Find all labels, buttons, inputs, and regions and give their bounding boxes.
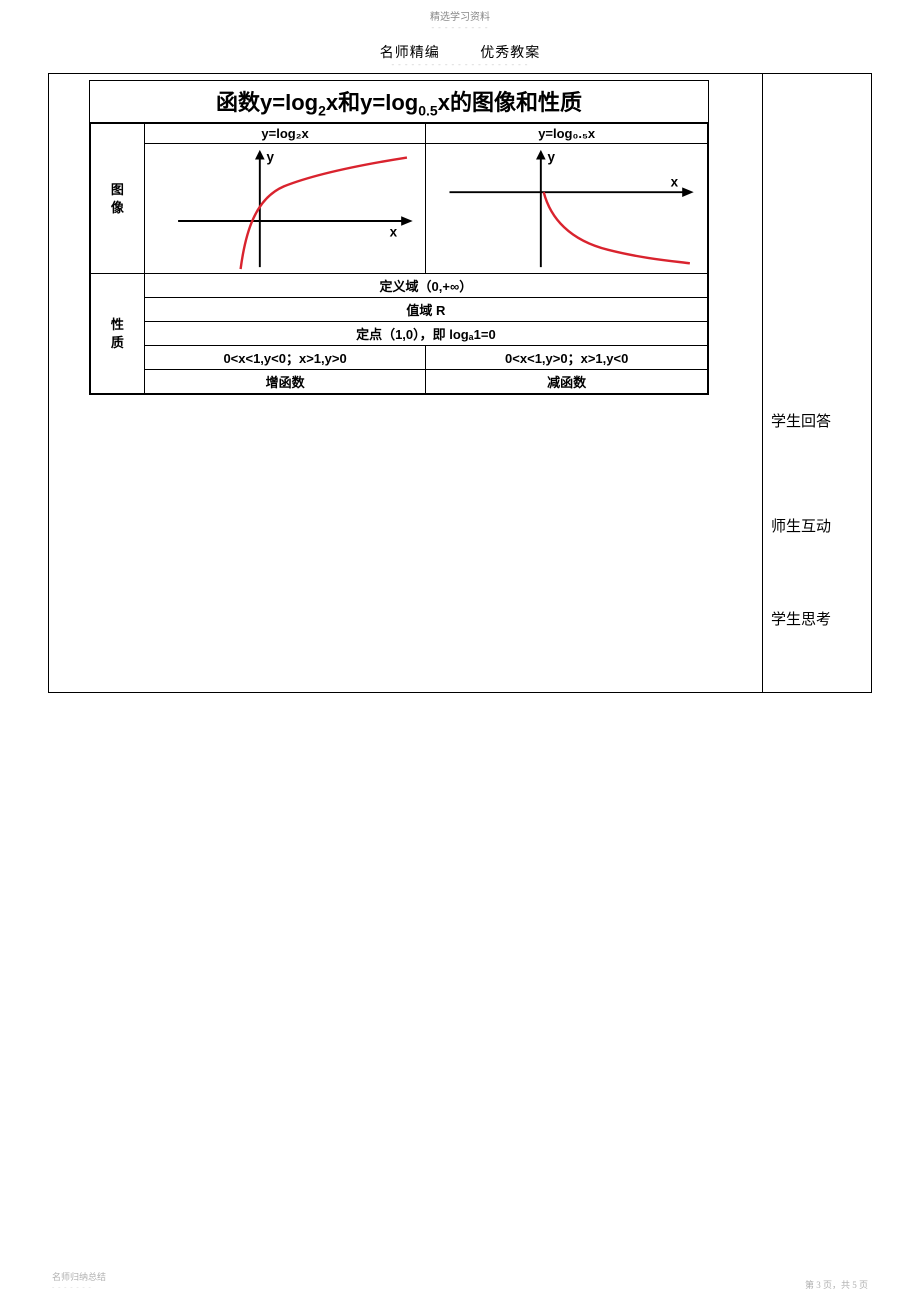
side-spacer-top bbox=[763, 74, 871, 404]
y-axis-label: y bbox=[548, 150, 556, 165]
subheader-right: 优秀教案 bbox=[480, 42, 540, 62]
footer-left-text: 名师归纳总结 bbox=[52, 1272, 106, 1282]
main-cell: 函数y=log2x和y=log0.5x的图像和性质 图 像 y=log₂x y=… bbox=[49, 74, 763, 692]
dash-decor: - - - - - - - - - bbox=[0, 23, 920, 32]
title-seg-1: 函数y=log bbox=[216, 90, 318, 115]
prop-range: 值域 R bbox=[144, 298, 707, 322]
x-axis-label: x bbox=[671, 175, 679, 190]
title-seg-3: x的图像和性质 bbox=[438, 90, 582, 115]
doc-watermark-top: 精选学习资料 bbox=[0, 0, 920, 23]
x-axis-label: x bbox=[389, 225, 397, 240]
graph-log2: y x bbox=[144, 144, 426, 274]
title-sub-1: 2 bbox=[318, 102, 326, 118]
footer-right: 第 3 页，共 5 页 bbox=[805, 1278, 868, 1291]
prop-fixed-point: 定点（1,0），即 logₐ1=0 bbox=[144, 322, 707, 346]
col2-header: y=log₀.₅x bbox=[426, 124, 708, 144]
row-label-graph: 图 像 bbox=[91, 124, 145, 274]
y-axis-arrow bbox=[255, 150, 265, 160]
x-axis-arrow bbox=[401, 217, 413, 227]
diagram-box: 函数y=log2x和y=log0.5x的图像和性质 图 像 y=log₂x y=… bbox=[89, 80, 709, 395]
subheader-left: 名师精编 bbox=[380, 42, 440, 62]
side-note-2: 师生互动 bbox=[763, 509, 871, 542]
prop-mono-left: 增函数 bbox=[144, 370, 426, 394]
graph-log2-svg: y x bbox=[149, 146, 422, 271]
prop-mono-right: 减函数 bbox=[426, 370, 708, 394]
log05-curve bbox=[544, 193, 690, 264]
footer-dashes: - - - - - - - bbox=[52, 1283, 106, 1291]
col1-header: y=log₂x bbox=[144, 124, 426, 144]
log2-curve bbox=[240, 158, 406, 270]
y-axis-label: y bbox=[266, 150, 274, 165]
prop-sign-right: 0<x<1,y>0；x>1,y<0 bbox=[426, 346, 708, 370]
diagram-title: 函数y=log2x和y=log0.5x的图像和性质 bbox=[90, 81, 708, 123]
graph-log05-svg: y x bbox=[430, 146, 703, 271]
title-sub-2: 0.5 bbox=[418, 102, 437, 118]
doc-subheader: 名师精编 优秀教案 bbox=[0, 42, 920, 62]
side-note-3: 学生思考 bbox=[763, 602, 871, 635]
row-label-props: 性 质 bbox=[91, 274, 145, 394]
graph-log05: y x bbox=[426, 144, 708, 274]
x-axis-arrow bbox=[683, 188, 695, 198]
side-spacer-1 bbox=[763, 437, 871, 509]
y-axis-arrow bbox=[536, 150, 546, 160]
title-seg-2: x和y=log bbox=[326, 90, 418, 115]
side-spacer-2 bbox=[763, 542, 871, 602]
properties-table: 图 像 y=log₂x y=log₀.₅x y x bbox=[90, 123, 708, 394]
footer-left: 名师归纳总结 - - - - - - - bbox=[52, 1270, 106, 1291]
outer-frame: 函数y=log2x和y=log0.5x的图像和性质 图 像 y=log₂x y=… bbox=[48, 73, 872, 693]
side-notes-column: 学生回答 师生互动 学生思考 bbox=[763, 74, 871, 692]
prop-sign-left: 0<x<1,y<0；x>1,y>0 bbox=[144, 346, 426, 370]
side-note-1: 学生回答 bbox=[763, 404, 871, 437]
prop-domain: 定义域（0,+∞） bbox=[144, 274, 707, 298]
dash-decor-under: - - - - - - - - - - - - - - - - - - - - … bbox=[0, 60, 920, 69]
